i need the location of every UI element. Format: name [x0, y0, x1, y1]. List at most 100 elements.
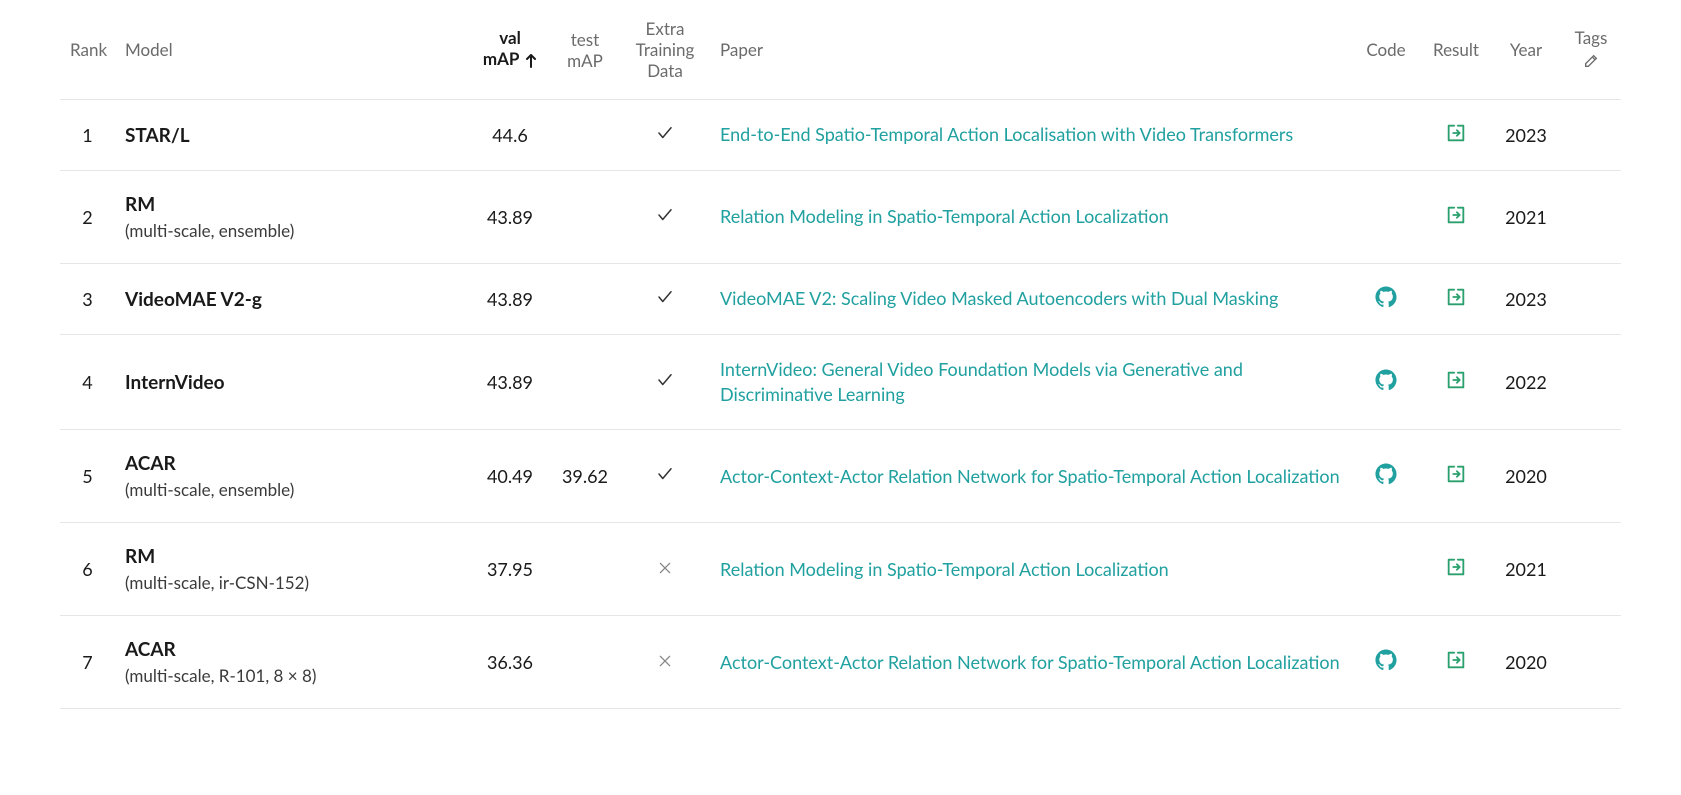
paper-link[interactable]: Relation Modeling in Spatio-Temporal Act… — [720, 558, 1169, 580]
cell-code — [1351, 430, 1421, 523]
paper-link[interactable]: Actor-Context-Actor Relation Network for… — [720, 651, 1340, 673]
paper-link[interactable]: InternVideo: General Video Foundation Mo… — [720, 358, 1243, 405]
paper-link[interactable]: Relation Modeling in Spatio-Temporal Act… — [720, 205, 1169, 227]
cell-rank: 5 — [60, 430, 115, 523]
check-icon — [656, 288, 674, 310]
cell-val-map: 36.36 — [470, 616, 550, 709]
cell-model: VideoMAE V2-g — [115, 264, 470, 335]
cell-test-map — [550, 171, 620, 264]
cell-code — [1351, 523, 1421, 616]
table-row: 3VideoMAE V2-g43.89VideoMAE V2: Scaling … — [60, 264, 1621, 335]
result-link-icon[interactable] — [1445, 286, 1467, 308]
col-header-result[interactable]: Result — [1421, 0, 1491, 100]
cell-paper: VideoMAE V2: Scaling Video Masked Autoen… — [710, 264, 1351, 335]
model-variant: (multi-scale, ir-CSN-152) — [125, 572, 460, 593]
cell-model: ACAR (multi-scale, ensemble) — [115, 430, 470, 523]
paper-link[interactable]: End-to-End Spatio-Temporal Action Locali… — [720, 123, 1293, 145]
model-name: ACAR — [125, 638, 460, 661]
check-icon — [656, 206, 674, 228]
cell-result — [1421, 430, 1491, 523]
cell-paper: Relation Modeling in Spatio-Temporal Act… — [710, 171, 1351, 264]
cell-result — [1421, 100, 1491, 171]
result-link-icon[interactable] — [1445, 369, 1467, 391]
cross-icon — [657, 651, 673, 673]
cell-model: RM(multi-scale, ensemble) — [115, 171, 470, 264]
github-icon[interactable] — [1375, 286, 1397, 308]
cell-code — [1351, 616, 1421, 709]
cell-code — [1351, 335, 1421, 430]
cell-tags — [1561, 100, 1621, 171]
col-header-paper[interactable]: Paper — [710, 0, 1351, 100]
cell-result — [1421, 171, 1491, 264]
check-icon — [656, 371, 674, 393]
cell-model: STAR/L — [115, 100, 470, 171]
cell-test-map — [550, 616, 620, 709]
cell-paper: Actor-Context-Actor Relation Network for… — [710, 616, 1351, 709]
col-header-model[interactable]: Model — [115, 0, 470, 100]
cell-val-map: 37.95 — [470, 523, 550, 616]
col-header-year[interactable]: Year — [1491, 0, 1561, 100]
cell-extra-data — [620, 523, 710, 616]
cell-year: 2023 — [1491, 100, 1561, 171]
cell-test-map: 39.62 — [550, 430, 620, 523]
cell-val-map: 43.89 — [470, 264, 550, 335]
cross-icon — [657, 558, 673, 580]
cell-year: 2020 — [1491, 616, 1561, 709]
cell-val-map: 44.6 — [470, 100, 550, 171]
cell-test-map — [550, 335, 620, 430]
table-row: 5ACAR(multi-scale, ensemble)40.4939.62Ac… — [60, 430, 1621, 523]
cell-tags — [1561, 335, 1621, 430]
header-row: Rank Model val mAP test mAP Extra Traini… — [60, 0, 1621, 100]
col-header-code[interactable]: Code — [1351, 0, 1421, 100]
cell-rank: 7 — [60, 616, 115, 709]
model-name: VideoMAE V2-g — [125, 288, 460, 311]
check-icon — [656, 465, 674, 487]
cell-rank: 4 — [60, 335, 115, 430]
cell-rank: 2 — [60, 171, 115, 264]
col-header-tags[interactable]: Tags — [1561, 0, 1621, 100]
cell-tags — [1561, 616, 1621, 709]
result-link-icon[interactable] — [1445, 122, 1467, 144]
cell-paper: InternVideo: General Video Foundation Mo… — [710, 335, 1351, 430]
table-row: 4InternVideo43.89InternVideo: General Vi… — [60, 335, 1621, 430]
cell-val-map: 43.89 — [470, 171, 550, 264]
sort-arrow-up-icon — [525, 51, 537, 72]
col-header-valmap[interactable]: val mAP — [470, 0, 550, 100]
paper-link[interactable]: Actor-Context-Actor Relation Network for… — [720, 465, 1340, 487]
cell-result — [1421, 335, 1491, 430]
cell-model: RM(multi-scale, ir-CSN-152) — [115, 523, 470, 616]
model-variant: (multi-scale, ensemble) — [125, 479, 460, 500]
cell-paper: Actor-Context-Actor Relation Network for… — [710, 430, 1351, 523]
cell-rank: 6 — [60, 523, 115, 616]
col-header-testmap[interactable]: test mAP — [550, 0, 620, 100]
github-icon[interactable] — [1375, 369, 1397, 391]
model-name: InternVideo — [125, 371, 460, 394]
result-link-icon[interactable] — [1445, 204, 1467, 226]
cell-tags — [1561, 264, 1621, 335]
result-link-icon[interactable] — [1445, 649, 1467, 671]
cell-code — [1351, 100, 1421, 171]
table-body: 1STAR/L44.6 End-to-End Spatio-Temporal Ac… — [60, 100, 1621, 709]
col-header-extra[interactable]: Extra Training Data — [620, 0, 710, 100]
paper-link[interactable]: VideoMAE V2: Scaling Video Masked Autoen… — [720, 287, 1278, 309]
model-name: ACAR — [125, 452, 460, 475]
cell-test-map — [550, 264, 620, 335]
cell-year: 2021 — [1491, 171, 1561, 264]
github-icon[interactable] — [1375, 649, 1397, 671]
result-link-icon[interactable] — [1445, 463, 1467, 485]
cell-extra-data — [620, 616, 710, 709]
cell-result — [1421, 523, 1491, 616]
col-header-rank[interactable]: Rank — [60, 0, 115, 100]
model-variant: (multi-scale, R-101, 8 × 8) — [125, 665, 460, 686]
result-link-icon[interactable] — [1445, 556, 1467, 578]
cell-year: 2022 — [1491, 335, 1561, 430]
github-icon[interactable] — [1375, 463, 1397, 485]
check-icon — [656, 124, 674, 146]
cell-code — [1351, 171, 1421, 264]
cell-rank: 1 — [60, 100, 115, 171]
table-row: 1STAR/L44.6 End-to-End Spatio-Temporal Ac… — [60, 100, 1621, 171]
cell-tags — [1561, 523, 1621, 616]
cell-model: ACAR (multi-scale, R-101, 8 × 8) — [115, 616, 470, 709]
cell-result — [1421, 616, 1491, 709]
edit-tags-icon[interactable] — [1583, 52, 1599, 73]
